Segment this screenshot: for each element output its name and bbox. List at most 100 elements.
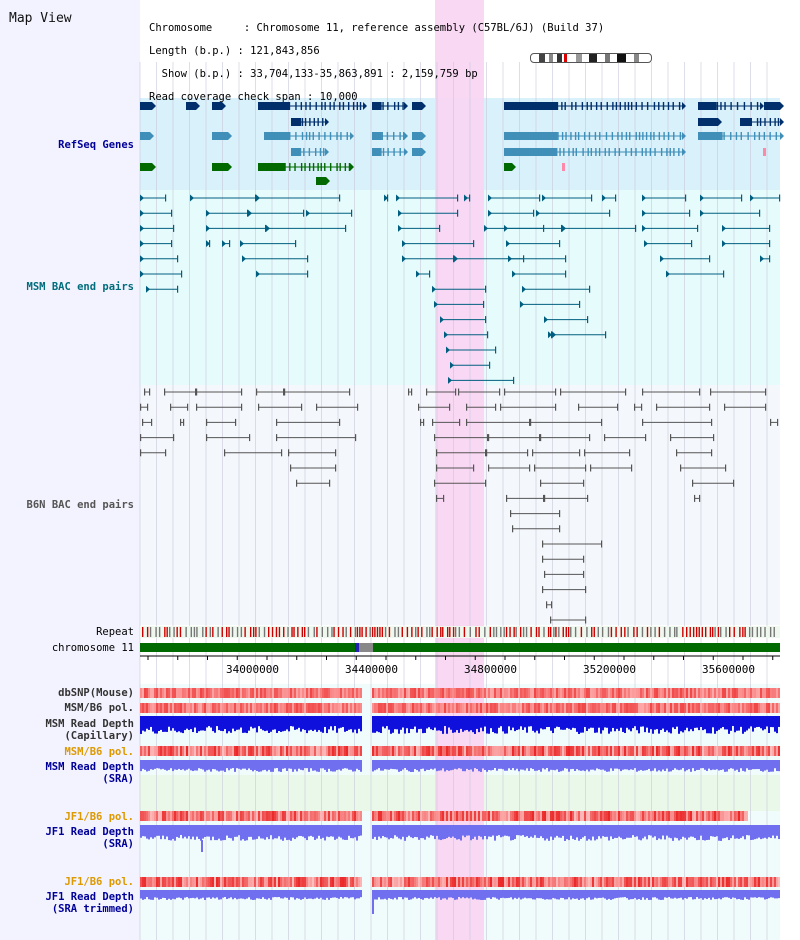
polymorphism-cell xyxy=(578,877,580,887)
read-depth-bar xyxy=(576,825,578,838)
polymorphism-cell xyxy=(688,877,690,887)
track-label-msm-b6-pol-1[interactable]: MSM/B6 pol. xyxy=(64,702,134,714)
track-label-msm-depth-capillary[interactable]: MSM Read Depth (Capillary) xyxy=(45,718,134,742)
read-depth-bar xyxy=(500,825,502,838)
repeat-element xyxy=(515,627,517,637)
msm-bac-end xyxy=(222,240,226,248)
track-label-jf1-b6-pol-1[interactable]: JF1/B6 pol. xyxy=(64,811,134,823)
read-depth-bar xyxy=(212,760,214,770)
polymorphism-cell xyxy=(544,811,546,821)
refseq-exon xyxy=(315,102,317,110)
msm-bac-end xyxy=(469,194,471,202)
polymorphism-cell xyxy=(508,811,510,821)
polymorphism-cell xyxy=(240,688,242,698)
read-depth-bar xyxy=(300,890,302,900)
polymorphism-cell xyxy=(574,811,576,821)
track-label-refseq[interactable]: RefSeq Genes xyxy=(58,139,134,151)
polymorphism-cell xyxy=(372,746,374,756)
read-depth-bar xyxy=(628,825,630,838)
read-depth-bar xyxy=(588,825,590,840)
read-depth-bar xyxy=(596,760,598,769)
repeat-element xyxy=(714,627,716,637)
read-depth-bar xyxy=(352,825,354,839)
read-depth-bar xyxy=(556,716,558,727)
polymorphism-cell xyxy=(390,811,392,821)
read-depth-bar xyxy=(692,890,694,900)
read-depth-bar xyxy=(666,760,668,769)
b6n-bac-end xyxy=(676,449,678,457)
polymorphism-cell xyxy=(286,688,288,698)
track-label-jf1-b6-pol-2[interactable]: JF1/B6 pol. xyxy=(64,876,134,888)
msm-bac-end xyxy=(457,194,459,202)
read-depth-bar xyxy=(376,825,378,840)
polymorphism-cell xyxy=(216,811,218,821)
polymorphism-cell xyxy=(432,688,434,698)
polymorphism-cell xyxy=(194,746,196,756)
track-label-msm-bac[interactable]: MSM BAC end pairs xyxy=(26,281,134,293)
polymorphism-cell xyxy=(204,811,206,821)
repeat-element xyxy=(607,627,610,637)
polymorphism-cell xyxy=(598,811,600,821)
b6n-bac-end xyxy=(151,418,153,426)
chromosome-ideogram[interactable] xyxy=(530,53,652,63)
polymorphism-cell xyxy=(456,688,458,698)
read-depth-bar xyxy=(486,890,488,898)
track-label-dbsnp[interactable]: dbSNP(Mouse) xyxy=(58,687,134,699)
track-label-msm-depth-sra[interactable]: MSM Read Depth (SRA) xyxy=(45,761,134,785)
read-depth-bar xyxy=(242,890,244,899)
track-label-b6n-bac[interactable]: B6N BAC end pairs xyxy=(26,499,134,511)
polymorphism-cell xyxy=(542,811,544,821)
read-depth-bar xyxy=(602,890,604,898)
polymorphism-cell xyxy=(176,811,178,821)
read-depth-bar xyxy=(628,716,630,730)
read-depth-bar xyxy=(322,890,324,900)
read-depth-bar xyxy=(240,890,242,899)
polymorphism-cell xyxy=(500,688,502,698)
read-depth-bar xyxy=(178,890,180,898)
read-depth-bar xyxy=(212,890,214,898)
polymorphism-cell xyxy=(514,688,516,698)
polymorphism-cell xyxy=(482,746,484,756)
polymorphism-cell xyxy=(318,746,320,756)
polymorphism-cell xyxy=(154,811,156,821)
polymorphism-cell xyxy=(244,746,246,756)
polymorphism-cell xyxy=(616,746,618,756)
polymorphism-cell xyxy=(160,811,162,821)
polymorphism-cell xyxy=(552,877,554,887)
track-label-repeat[interactable]: Repeat xyxy=(96,626,134,638)
read-depth-bar xyxy=(144,716,146,732)
track-label-msm-b6-pol-2[interactable]: MSM/B6 pol. xyxy=(64,746,134,758)
polymorphism-cell xyxy=(338,703,340,713)
polymorphism-cell xyxy=(520,688,522,698)
polymorphism-cell xyxy=(266,811,268,821)
msm-bac-end xyxy=(769,240,771,248)
read-depth-bar xyxy=(722,760,724,770)
refseq-exon xyxy=(556,102,559,110)
polymorphism-cell xyxy=(470,877,472,887)
read-depth-bar xyxy=(152,716,154,732)
track-label-chromosome[interactable]: chromosome 11 xyxy=(51,642,134,654)
read-depth-bar xyxy=(530,890,532,899)
polymorphism-cell xyxy=(382,746,384,756)
polymorphism-cell xyxy=(658,877,660,887)
polymorphism-cell xyxy=(518,688,520,698)
read-depth-bar xyxy=(768,760,770,772)
polymorphism-cell xyxy=(572,688,574,698)
read-depth-bar xyxy=(322,760,324,769)
polymorphism-cell xyxy=(186,688,188,698)
read-depth-bar xyxy=(542,716,544,730)
polymorphism-cell xyxy=(384,811,386,821)
track-label-jf1-depth-sra[interactable]: JF1 Read Depth (SRA) xyxy=(45,826,134,850)
read-depth-bar xyxy=(430,716,432,730)
polymorphism-cell xyxy=(316,688,318,698)
polymorphism-cell xyxy=(240,877,242,887)
read-depth-bar xyxy=(576,760,578,770)
polymorphism-cell xyxy=(542,877,544,887)
read-depth-bar xyxy=(760,760,762,771)
track-label-jf1-depth-trimmed[interactable]: JF1 Read Depth (SRA trimmed) xyxy=(45,891,134,915)
read-depth-bar xyxy=(538,760,540,770)
polymorphism-cell xyxy=(668,688,670,698)
polymorphism-cell xyxy=(192,877,194,887)
msm-bac-end xyxy=(536,209,540,217)
